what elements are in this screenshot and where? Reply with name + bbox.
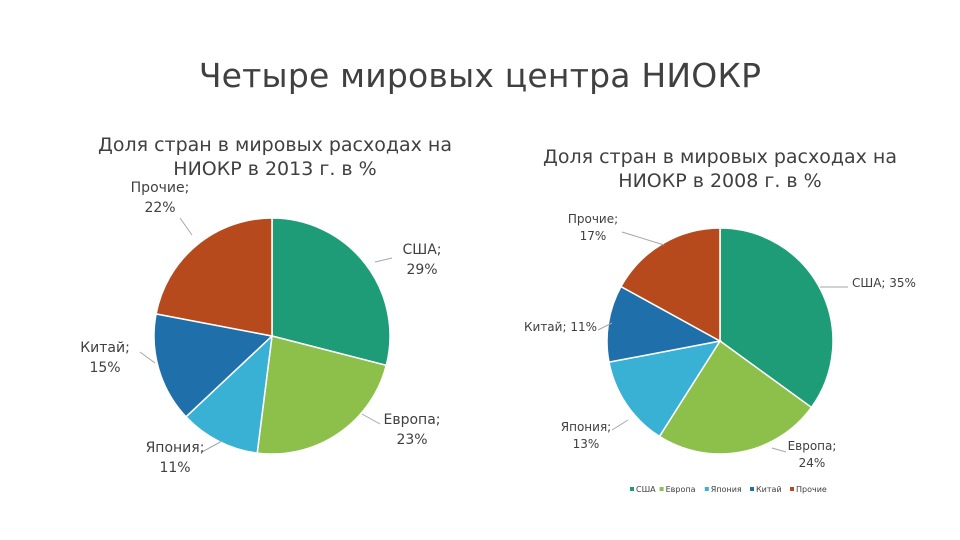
- leader-line-2013-1: [361, 413, 381, 425]
- slice-2013-3: [153, 313, 274, 418]
- leader-line-2008-1: [771, 447, 787, 453]
- data-label-2008-2: Япония; 13%: [561, 420, 611, 451]
- leader-line-2013-2: [201, 440, 223, 453]
- data-label-2008-0: США; 35%: [852, 276, 916, 290]
- legend-swatch-0: [630, 487, 634, 491]
- legend-label-4: Прочие: [796, 485, 827, 494]
- legend-2008: США Европа Япония Китай Прочие: [630, 485, 827, 494]
- data-label-2013-3: Китай; 15%: [80, 340, 130, 376]
- legend-swatch-1: [659, 487, 664, 491]
- slice-2008-2: [608, 339, 722, 438]
- data-label-2008-4: Прочие; 17%: [568, 212, 618, 243]
- data-label-2008-3: Китай; 11%: [524, 320, 597, 334]
- slice-2013-1: [256, 335, 388, 455]
- legend-label-0: США: [636, 485, 656, 494]
- legend-swatch-3: [750, 487, 754, 491]
- data-label-2013-0: США; 29%: [402, 242, 441, 278]
- legend-label-1: Европа: [666, 485, 696, 494]
- legend-swatch-2: [704, 487, 709, 491]
- leader-line-2008-3: [597, 322, 613, 331]
- slice-2013-2: [184, 334, 274, 454]
- slice-2008-3: [606, 285, 723, 364]
- legend-swatch-4: [790, 487, 794, 491]
- slice-2013-0: [271, 217, 391, 367]
- slice-2008-1: [658, 339, 813, 455]
- leader-line-2008-2: [611, 419, 629, 431]
- data-label-2013-4: Прочие; 22%: [131, 180, 190, 216]
- leader-line-2008-4: [621, 231, 665, 246]
- slice-2008-4: [619, 227, 721, 343]
- leader-line-2013-0: [374, 257, 393, 263]
- pie-2013: США; 29% Европа; 23% Япония; 11% Китай; 15% Проч…: [80, 180, 441, 476]
- legend-label-3: Китай: [756, 485, 782, 494]
- slide-title: Четыре мировых центра НИОКР: [198, 56, 762, 95]
- data-label-2013-2: Япония; 11%: [146, 440, 205, 476]
- chart-title-2008: Доля стран в мировых расходах на НИОКР в…: [543, 146, 897, 192]
- chart-title-2013: Доля стран в мировых расходах на НИОКР в…: [98, 134, 452, 180]
- data-label-2008-1: Европа; 24%: [788, 439, 837, 470]
- legend-label-2: Япония: [711, 485, 742, 494]
- data-label-2013-1: Европа; 23%: [384, 412, 441, 448]
- leader-line-2013-4: [179, 217, 193, 236]
- slice-2008-0: [719, 227, 834, 409]
- pie-2008: США; 35% Европа; 24% Япония; 13% Китай; 11% Пр…: [524, 212, 916, 470]
- leader-line-2013-3: [139, 351, 156, 364]
- slice-2013-4: [155, 217, 273, 337]
